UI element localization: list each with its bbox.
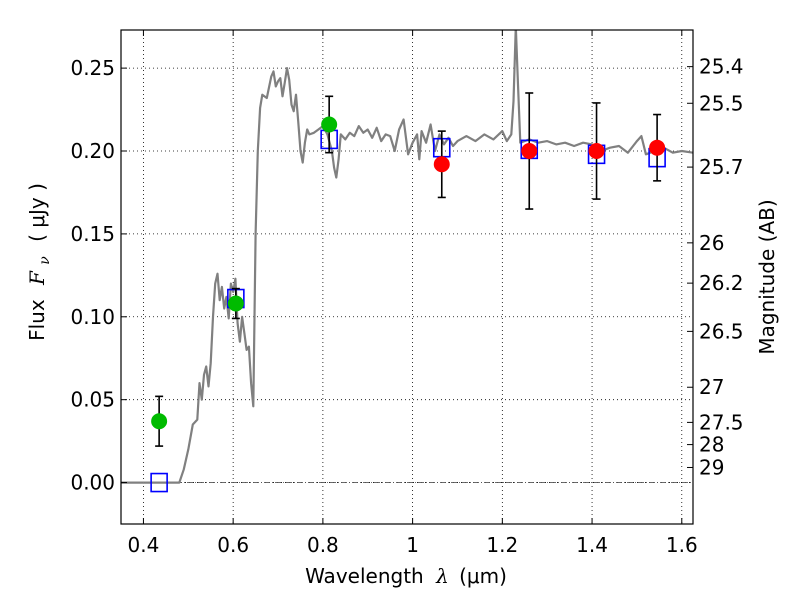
x-tick-label: 0.8 (307, 533, 339, 557)
observed-point-marker (521, 143, 538, 160)
y-tick-label: 0.25 (70, 56, 115, 80)
right-axis-title: Magnitude (AB) (755, 199, 779, 354)
x-tick-label: 1.2 (486, 533, 518, 557)
magnitude-tick-label: 26.5 (699, 319, 744, 343)
x-axis-title: Wavelength λ (μm) (305, 564, 507, 588)
magnitude-tick-label: 29 (699, 455, 724, 479)
observed-point-marker (227, 295, 244, 312)
magnitude-tick-label: 26.2 (699, 271, 744, 295)
sed-line-layer (121, 30, 693, 484)
magnitude-tick-label: 27.5 (699, 410, 744, 434)
tick-layer: 0.4 0.6 0.8 1 1.2 1.4 1.6 0.00 0.05 0.10 0.15 0.20 0… (70, 30, 744, 557)
x-axis-title-prefix: Wavelength (305, 564, 424, 588)
magnitude-tick-label: 26 (699, 231, 724, 255)
x-tick-label: 0.4 (128, 533, 160, 557)
magnitude-tick-label: 25.5 (699, 91, 744, 115)
x-axis-title-symbol: λ (435, 564, 449, 588)
observed-point-marker (649, 139, 666, 156)
y-axis-title-unit: ( μJy ) (25, 183, 49, 242)
x-tick-label: 1.4 (576, 533, 608, 557)
marker-layer (150, 92, 666, 493)
x-axis-title-unit: (μm) (459, 564, 507, 588)
y-tick-label: 0.20 (70, 139, 115, 163)
observed-point-marker (151, 413, 168, 430)
y-axis-title-subscript: ν (37, 256, 53, 265)
model-square-marker (150, 472, 168, 493)
sed-model-line (121, 30, 693, 484)
x-tick-label: 1.6 (666, 533, 698, 557)
x-tick-label: 0.6 (217, 533, 249, 557)
y-axis-title: Flux F ν ( μJy ) (25, 183, 54, 341)
y-tick-label: 0.10 (70, 305, 115, 329)
y-tick-label: 0.00 (70, 471, 115, 495)
magnitude-tick-label: 28 (699, 433, 724, 457)
magnitude-tick-label: 25.4 (699, 55, 744, 79)
magnitude-tick-label: 27 (699, 375, 724, 399)
y-tick-label: 0.15 (70, 222, 115, 246)
y-axis-title-symbol: F (25, 270, 49, 286)
observed-point-marker (588, 143, 605, 160)
y-tick-label: 0.05 (70, 388, 115, 412)
y-axis-title-prefix: Flux (25, 299, 49, 341)
observed-point-marker (321, 116, 338, 133)
magnitude-tick-label: 25.7 (699, 155, 744, 179)
x-tick-label: 1 (406, 533, 419, 557)
plot-frame (120, 29, 694, 525)
observed-point-marker (433, 156, 450, 173)
